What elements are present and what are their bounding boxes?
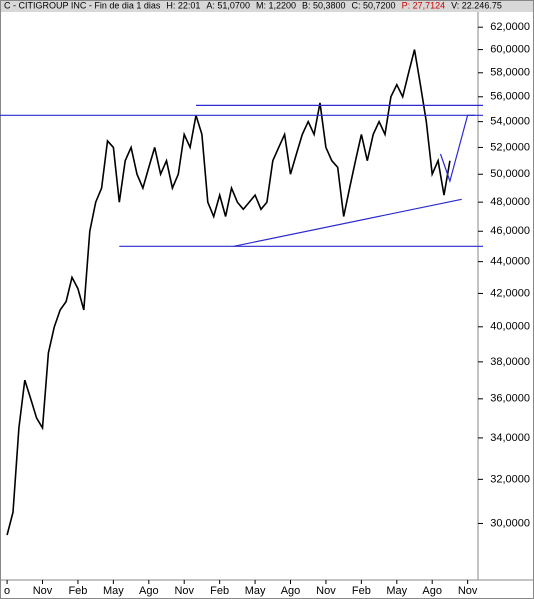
x-tick-label: Nov: [458, 585, 478, 597]
x-tick-label: Feb: [352, 585, 371, 597]
x-tick-label: Feb: [68, 585, 87, 597]
header-item: B: 50,3800: [302, 0, 346, 10]
x-tick-label: Nov: [316, 585, 336, 597]
header-item: M: 1,2200: [256, 0, 296, 10]
x-tick-label: Nov: [33, 585, 53, 597]
y-tick-label: 62,0000: [490, 21, 530, 33]
x-tick-label: Nov: [174, 585, 194, 597]
x-tick-label: Ago: [139, 585, 159, 597]
header-item: P: 27,7124: [402, 0, 446, 10]
x-tick-label: Feb: [210, 585, 229, 597]
price-line: [6, 49, 451, 536]
y-tick-label: 58,0000: [490, 67, 530, 79]
y-tick-label: 36,0000: [490, 393, 530, 405]
x-tick-label: Ago: [422, 585, 442, 597]
x-tick-label: o: [4, 585, 10, 597]
y-tick-label: 48,0000: [490, 196, 530, 208]
y-tick-label: 40,0000: [490, 321, 530, 333]
header-item: C - CITIGROUP INC - Fin de dia 1 dias: [4, 0, 161, 10]
x-tick-label: May: [245, 585, 266, 597]
x-tick-label: Ago: [281, 585, 301, 597]
y-tick-label: 30,0000: [490, 517, 530, 529]
header-item: V: 22.246.75: [451, 0, 502, 10]
y-tick-label: 56,0000: [490, 91, 530, 103]
header-item: C: 50,7200: [352, 0, 396, 10]
header-bar: [0, 0, 534, 12]
trendline: [233, 198, 462, 247]
y-tick-label: 60,0000: [490, 44, 530, 56]
trendline: [439, 114, 475, 184]
x-tick-label: May: [103, 585, 124, 597]
y-tick-label: 54,0000: [490, 116, 530, 128]
y-tick-label: 52,0000: [490, 141, 530, 153]
y-tick-label: 32,0000: [490, 473, 530, 485]
header-item: H: 22:01: [166, 0, 200, 10]
y-tick-label: 42,0000: [490, 287, 530, 299]
y-tick-label: 38,0000: [490, 356, 530, 368]
x-tick-label: May: [386, 585, 407, 597]
y-tick-label: 44,0000: [490, 256, 530, 268]
y-tick-label: 34,0000: [490, 432, 530, 444]
header: C - CITIGROUP INC - Fin de dia 1 dias H: …: [4, 0, 502, 10]
y-tick-label: 50,0000: [490, 168, 530, 180]
header-item: A: 51,0700: [206, 0, 250, 10]
y-tick-label: 46,0000: [490, 225, 530, 237]
